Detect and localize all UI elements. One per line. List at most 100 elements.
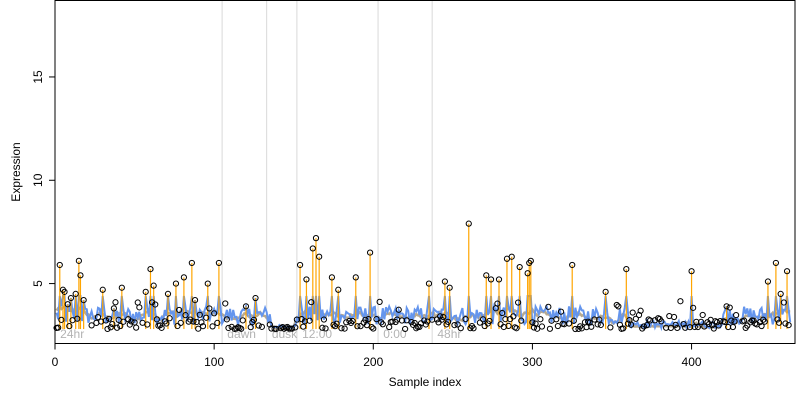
sample-point <box>223 316 230 323</box>
sample-point <box>690 304 697 311</box>
peak-point <box>524 270 531 277</box>
sample-point <box>744 322 751 329</box>
peak-point <box>483 272 490 279</box>
sample-point <box>514 299 522 306</box>
sample-point <box>530 324 538 331</box>
sample-point <box>306 317 313 324</box>
sample-point <box>554 322 561 330</box>
sample-point <box>413 325 420 332</box>
peak-point <box>783 268 791 275</box>
sample-point <box>699 311 706 319</box>
peak-point <box>67 294 75 302</box>
peak-point <box>64 301 71 308</box>
sample-point <box>373 316 380 323</box>
sample-point <box>615 303 622 310</box>
peak-point <box>602 288 609 295</box>
sample-point <box>94 314 102 321</box>
sample-point <box>505 322 512 330</box>
peak-point <box>495 276 503 283</box>
sample-point <box>710 325 717 332</box>
region-label-5: 48hr <box>437 327 461 341</box>
sample-point <box>713 319 721 326</box>
peak-point <box>777 290 784 298</box>
sample-point <box>182 312 189 319</box>
sample-point <box>667 324 674 332</box>
sample-point <box>266 321 273 328</box>
sample-point <box>411 319 418 327</box>
sample-point <box>136 304 143 311</box>
peak-point <box>75 257 82 264</box>
sample-point <box>88 322 95 329</box>
sample-point <box>437 313 444 320</box>
sample-point <box>597 321 604 329</box>
peak-point <box>569 261 576 269</box>
sample-point <box>239 317 246 324</box>
y-tick-label: 15 <box>31 70 45 84</box>
y-tick-label: 10 <box>31 173 45 187</box>
sample-point <box>174 322 181 330</box>
sample-point <box>510 313 517 320</box>
x-tick-label: 400 <box>682 355 702 369</box>
sample-point <box>513 325 520 332</box>
sample-point <box>721 318 729 326</box>
peak-point <box>772 259 780 267</box>
sample-point <box>198 319 205 326</box>
sample-point <box>222 300 229 307</box>
sample-point <box>565 320 573 327</box>
sample-point <box>238 325 245 332</box>
sample-point <box>225 324 232 332</box>
sample-point <box>376 298 383 305</box>
sample-point <box>206 305 213 312</box>
peak-point <box>188 259 195 267</box>
peak-point <box>147 266 154 273</box>
peak-point <box>215 259 223 267</box>
peak-point <box>425 280 433 287</box>
sample-point <box>196 311 203 318</box>
sample-point <box>726 304 733 311</box>
sample-point <box>214 319 221 326</box>
sample-point <box>349 317 356 325</box>
sample-point <box>102 317 110 324</box>
sample-point <box>677 298 684 305</box>
x-tick-label: 300 <box>522 355 542 369</box>
peak-point <box>252 294 259 302</box>
sample-point <box>74 315 81 322</box>
peak-point <box>142 288 149 295</box>
sample-point <box>177 319 184 327</box>
sample-point <box>166 315 173 322</box>
sample-point <box>195 325 202 332</box>
sample-point <box>698 318 705 326</box>
peak-point <box>516 263 523 271</box>
sample-point <box>292 324 299 331</box>
x-tick-label: 200 <box>363 355 383 369</box>
sample-point <box>112 299 119 306</box>
peak-point <box>312 235 320 242</box>
sample-point <box>557 308 565 315</box>
sample-point <box>518 317 525 324</box>
plot-frame <box>54 0 796 344</box>
y-axis-title: Expression <box>9 142 23 201</box>
peak-point <box>465 220 472 227</box>
sample-point <box>106 315 113 322</box>
sample-point <box>66 323 73 330</box>
sample-point <box>588 323 595 330</box>
sample-point <box>308 299 315 306</box>
peak-point <box>316 253 323 260</box>
sample-point <box>774 316 781 323</box>
sample-point <box>607 324 614 331</box>
sample-point <box>319 324 326 331</box>
sample-point <box>728 317 735 324</box>
sample-point <box>362 316 369 323</box>
sample-point <box>740 317 748 324</box>
sample-point <box>379 321 386 328</box>
sample-point <box>680 320 687 328</box>
sample-point <box>187 316 194 323</box>
sample-point <box>731 318 738 325</box>
peak-point <box>441 278 448 285</box>
peak-point <box>764 278 772 285</box>
sample-point <box>289 325 296 332</box>
sample-point <box>176 306 183 314</box>
sample-point <box>729 323 737 331</box>
